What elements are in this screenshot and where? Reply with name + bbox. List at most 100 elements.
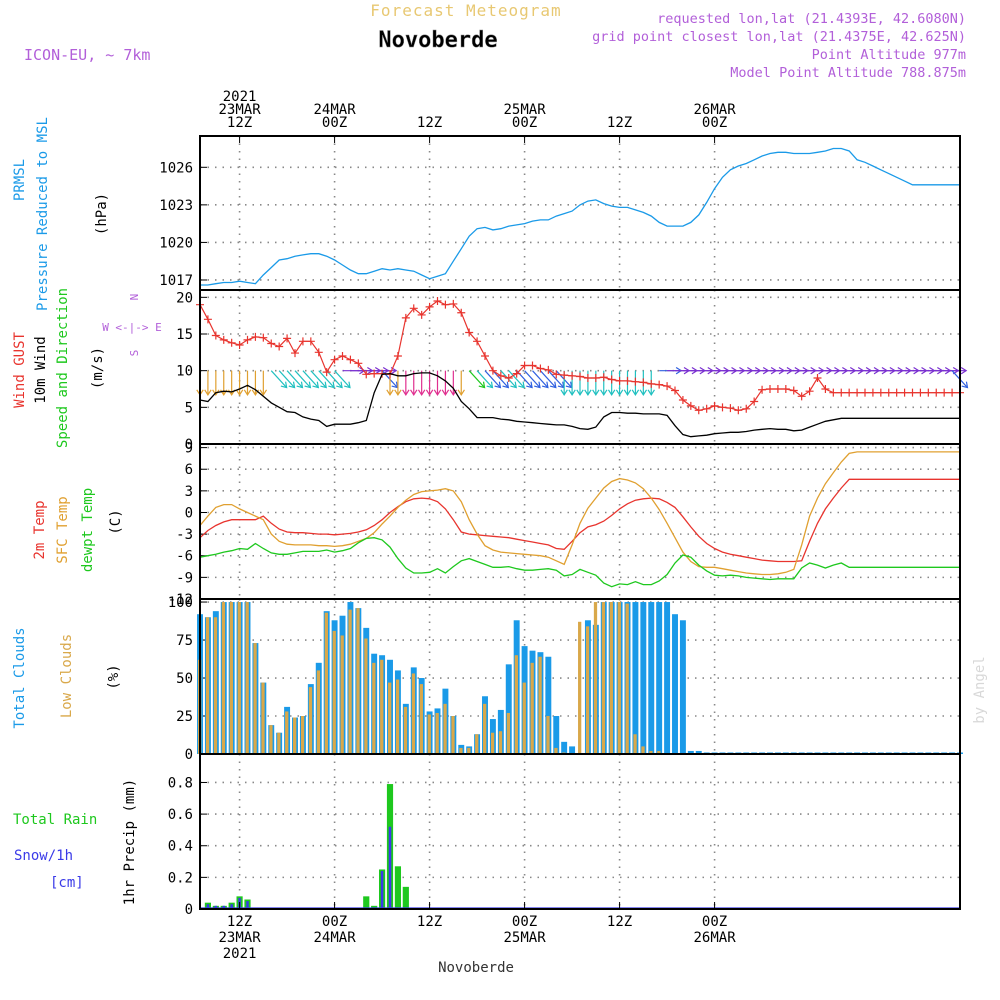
temperature-axis-titles: 2m Temp SFC Temp dewpt Temp (C): [32, 488, 124, 572]
top-time-label: 26MAR: [694, 102, 737, 118]
temp-ylabel-2m: 2m Temp: [32, 500, 48, 559]
top-time-label: 00Z: [702, 115, 727, 131]
wind-axis-titles: Wind GUST 10m Wind Speed and Direction (…: [12, 288, 162, 448]
wind-arrow-head: [592, 389, 600, 396]
wind-arrow-head: [961, 381, 969, 389]
total-cloud-bar: [664, 602, 671, 754]
low-cloud-bar: [403, 706, 408, 754]
footer-location: Novoberde: [438, 960, 514, 976]
pressure-ytick-label: 1026: [159, 160, 193, 176]
low-cloud-bar: [514, 655, 518, 754]
gust-marker: [837, 388, 846, 397]
wind-arrow-head: [541, 381, 549, 389]
wind-ylabel-10m: 10m Wind: [33, 336, 49, 403]
wind-arrow-head: [417, 389, 426, 396]
clouds-ytick-label: 0: [185, 747, 193, 763]
gust-marker: [781, 385, 790, 393]
gust-marker: [829, 388, 838, 397]
temperature-panel-frame: [199, 443, 961, 600]
wind-panel-frame: [199, 289, 961, 445]
clouds-ytick-label: 25: [176, 709, 193, 725]
gust-marker: [275, 342, 284, 351]
low-cloud-bar: [427, 714, 431, 754]
wind-direction-arrow: [539, 370, 557, 389]
wind-arrow-head: [296, 381, 304, 389]
wind-direction-arrow: [394, 370, 402, 396]
wind-arrow-head: [204, 389, 212, 396]
temperature-ytick-label: 6: [185, 462, 193, 478]
wind-direction-arrow: [334, 370, 351, 389]
wind-arrow-head: [394, 389, 402, 396]
pressure-series-line: [200, 147, 960, 286]
rain-bar: [402, 886, 409, 909]
wind-direction-arrow: [944, 366, 968, 375]
bottom-time-label: 26MAR: [694, 930, 737, 946]
product-title: Forecast Meteogram: [370, 1, 561, 20]
snow-bar: [246, 901, 249, 909]
low-cloud-bar: [237, 602, 241, 754]
gust-marker: [876, 388, 885, 397]
location-title: Novoberde: [378, 28, 497, 53]
gust-marker: [702, 404, 711, 413]
gust-marker: [932, 388, 941, 397]
gust-marker: [504, 374, 513, 382]
gust-marker: [868, 388, 877, 397]
temperature-ytick-label: -3: [176, 527, 193, 543]
low-cloud-bar: [388, 682, 392, 754]
top-time-label: 00Z: [322, 115, 347, 131]
wind-arrow-shaft: [270, 370, 288, 389]
wind-arrow-head: [478, 381, 486, 389]
wind-direction-arrow: [212, 370, 220, 396]
wind-arrow-head: [312, 381, 320, 389]
low-cloud-bar: [601, 602, 606, 754]
gust-marker: [599, 373, 608, 382]
temperature-ytick-label: -6: [176, 549, 193, 565]
bottom-time-label: 00Z: [322, 914, 347, 930]
gust-marker: [259, 333, 268, 342]
wind-ytick-label: 5: [185, 400, 193, 416]
wind-direction-arrow: [326, 370, 343, 389]
gust-marker: [766, 385, 774, 393]
wind-direction-arrow: [532, 370, 549, 389]
low-cloud-bar: [443, 703, 447, 754]
rain-bar: [363, 896, 370, 909]
gust-marker: [283, 334, 292, 343]
precip-ytick-label: 0.6: [168, 807, 193, 823]
total-cloud-bar: [640, 602, 647, 754]
wind-arrow-shaft: [484, 370, 501, 389]
wind-arrow-head: [235, 389, 244, 396]
gust-marker: [560, 371, 569, 380]
wind-arrow-head: [386, 389, 394, 396]
precip-legend-rain: Total Rain: [13, 812, 97, 828]
gust-marker: [291, 349, 299, 358]
top-time-label: 23MAR: [219, 102, 262, 118]
low-cloud-bar: [419, 684, 423, 754]
gust-marker: [805, 387, 814, 396]
wind-arrow-head: [502, 381, 510, 389]
pressure-ytick-label: 1020: [159, 235, 193, 251]
wind-arrow-head: [328, 381, 335, 389]
low-cloud-bar: [293, 717, 297, 754]
bottom-time-label: 12Z: [227, 914, 252, 930]
bottom-time-label: 12Z: [607, 914, 632, 930]
wind-arrow-head: [647, 389, 655, 396]
wind-arrow-head: [425, 389, 434, 396]
wind-arrow-shaft: [547, 370, 565, 389]
gust-marker: [520, 361, 529, 370]
low-cloud-bar: [467, 747, 471, 754]
pressure-axis-titles: PRMSL Pressure Reduced to MSL (hPa): [12, 117, 110, 311]
low-cloud-bar: [300, 716, 305, 754]
top-time-label: 25MAR: [504, 102, 547, 118]
low-cloud-bar: [483, 703, 487, 754]
gust-marker: [306, 337, 315, 346]
wind-ytick-label: 0: [185, 437, 193, 453]
clouds-ytick-label: 50: [176, 671, 193, 687]
total-cloud-bar: [569, 746, 576, 754]
low-cloud-bar: [530, 662, 534, 754]
wind-arrow-head: [344, 381, 351, 389]
gust-marker: [338, 352, 347, 360]
wind-direction-arrow: [259, 370, 268, 396]
gust-marker: [623, 376, 632, 385]
gust-marker: [821, 385, 830, 393]
pressure-ylabel-unit: (hPa): [94, 193, 110, 235]
